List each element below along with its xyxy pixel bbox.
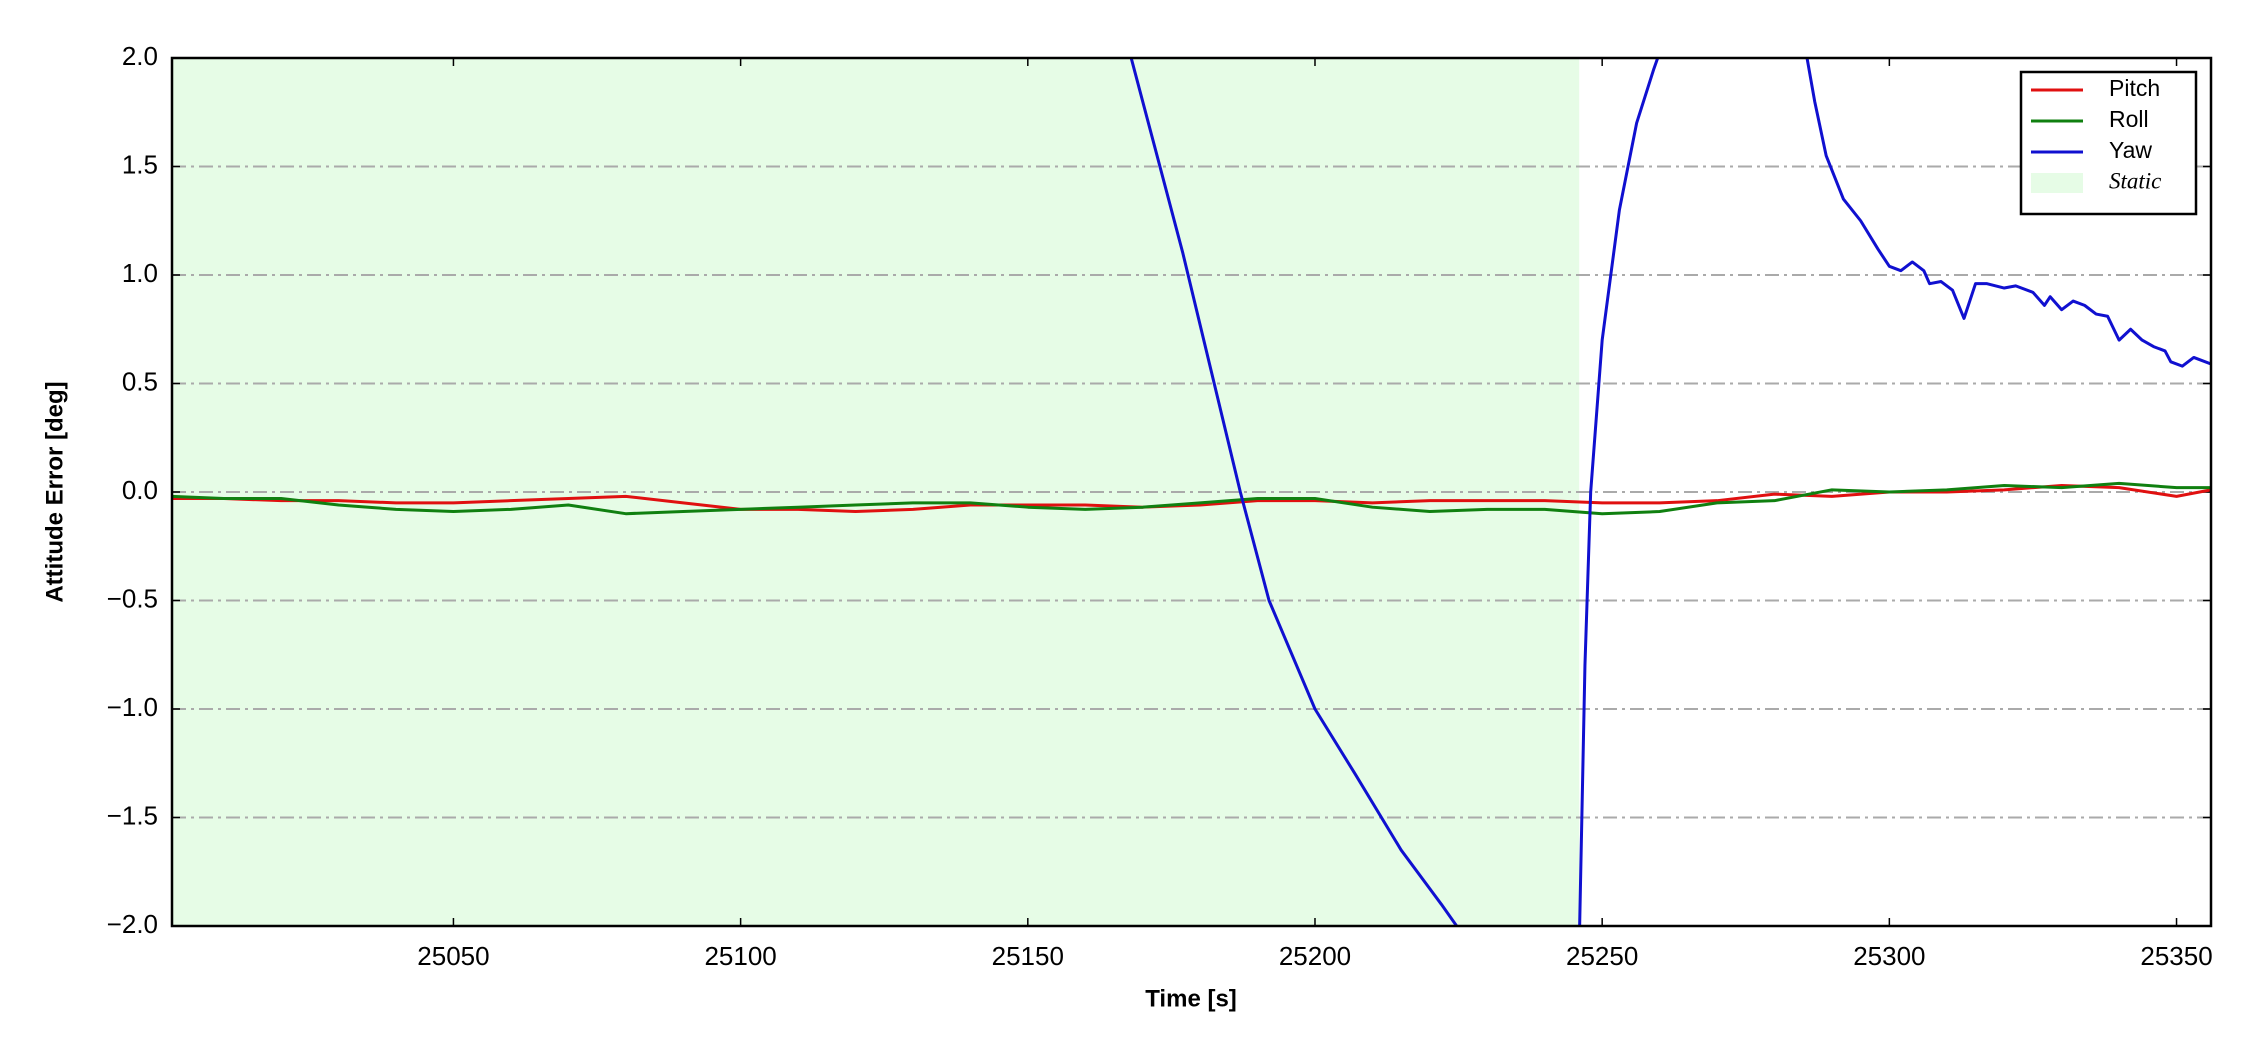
y-tick-label: −1.0 <box>107 692 158 722</box>
y-tick-label: 0.0 <box>122 475 158 505</box>
data-line <box>172 481 2211 516</box>
data-line <box>1129 58 2211 926</box>
y-axis-label: Attitude Error [deg] <box>41 381 68 602</box>
y-tick-label: −1.5 <box>107 800 158 830</box>
plot-frame <box>170 56 2213 928</box>
legend-label: Yaw <box>2109 137 2152 163</box>
x-tick-label: 25200 <box>1279 941 1351 971</box>
legend-label: Static <box>2109 168 2161 193</box>
y-tick-label: −2.0 <box>107 909 158 939</box>
y-tick-label: 1.5 <box>122 149 158 179</box>
x-tick-label: 25250 <box>1566 941 1638 971</box>
legend-label: Roll <box>2109 106 2149 132</box>
x-axis-label: Time [s] <box>1145 985 1237 1012</box>
y-tick-label: −0.5 <box>107 583 158 613</box>
y-tick-label: 0.5 <box>122 366 158 396</box>
x-tick-label: 25300 <box>1853 941 1925 971</box>
y-tick-label: 2.0 <box>122 41 158 71</box>
x-tick-label: 25100 <box>704 941 776 971</box>
legend-label: Pitch <box>2109 75 2160 101</box>
x-tick-label: 25150 <box>992 941 1064 971</box>
x-tick-label: 25350 <box>2140 941 2212 971</box>
legend-swatch <box>2031 173 2083 193</box>
y-tick-label: 1.0 <box>122 258 158 288</box>
x-tick-label: 25050 <box>417 941 489 971</box>
plot-area <box>172 58 2211 926</box>
